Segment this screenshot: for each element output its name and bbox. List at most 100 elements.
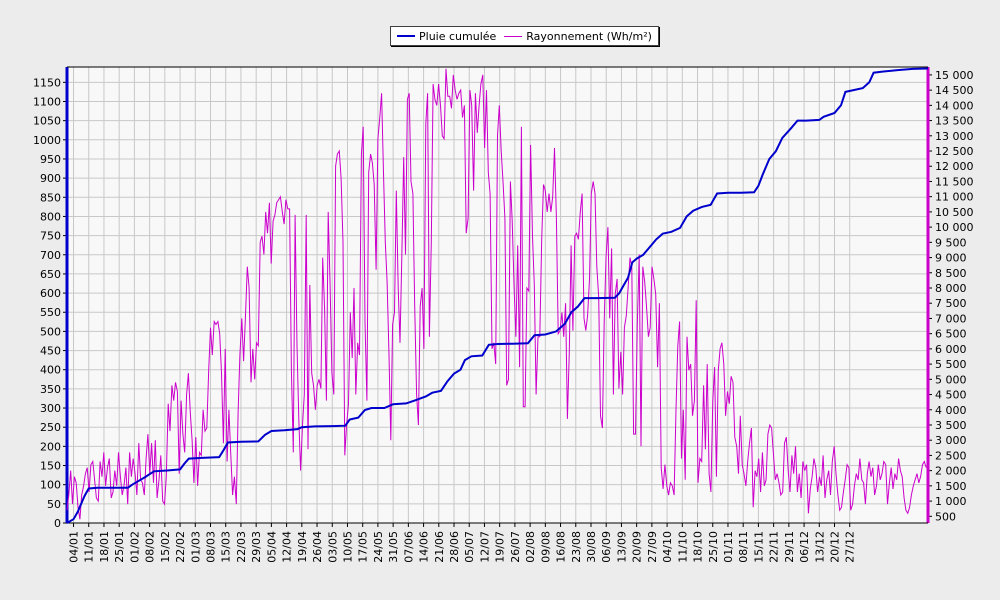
y-left-tick-label: 750 [40,230,61,243]
x-tick-label: 01/03 [189,531,202,563]
y-right-tick-label: 1 000 [935,495,967,508]
x-tick-label: 02/08 [524,531,537,563]
y-right-tick-label: 15 000 [935,69,974,82]
y-right-tick-label: 7 500 [935,297,967,310]
y-right-tick-label: 11 500 [935,175,974,188]
x-tick-label: 11/01 [83,531,96,563]
y-right-tick-label: 6 000 [935,343,967,356]
y-left-tick-label: 1150 [33,76,61,89]
x-tick-label: 07/06 [402,531,415,563]
y-right-tick-label: 4 000 [935,404,967,417]
y-left-tick-label: 350 [40,383,61,396]
x-tick-label: 21/06 [433,531,446,563]
y-right-tick-label: 14 000 [935,99,974,112]
y-right-tick-label: 5 500 [935,358,967,371]
x-tick-label: 18/01 [98,531,111,563]
x-tick-label: 15/03 [220,531,233,563]
y-right-tick-label: 2 500 [935,449,967,462]
x-tick-label: 05/07 [463,531,476,563]
x-tick-label: 29/11 [783,531,796,563]
y-right-tick-label: 3 500 [935,419,967,432]
y-left-tick-label: 850 [40,191,61,204]
x-tick-label: 15/11 [752,531,765,563]
x-tick-label: 08/11 [737,531,750,563]
y-right-tick-label: 2 000 [935,465,967,478]
x-tick-label: 26/04 [311,531,324,563]
y-right-tick-label: 9 500 [935,236,967,249]
x-tick-label: 06/12 [798,531,811,563]
y-left-tick-label: 800 [40,210,61,223]
y-left-tick-label: 500 [40,325,61,338]
y-right-tick-label: 12 000 [935,160,974,173]
x-tick-label: 20/09 [631,531,644,563]
x-tick-label: 01/11 [722,531,735,563]
x-tick-label: 13/12 [813,531,826,563]
x-tick-label: 19/07 [494,531,507,563]
x-tick-label: 15/02 [159,531,172,563]
x-tick-label: 31/05 [387,531,400,563]
y-left-tick-label: 250 [40,421,61,434]
x-tick-label: 26/07 [509,531,522,563]
legend-swatch-pluie [397,35,415,37]
x-tick-label: 04/01 [68,531,81,563]
legend: Pluie cumulée Rayonnement (Wh/m²) [390,26,659,46]
y-left-tick-label: 450 [40,345,61,358]
x-tick-label: 08/03 [205,531,218,563]
y-right-tick-label: 3 000 [935,434,967,447]
x-tick-label: 23/08 [570,531,583,563]
x-tick-label: 27/09 [646,531,659,563]
legend-item-rayonnement: Rayonnement (Wh/m²) [504,30,652,43]
x-tick-label: 22/11 [768,531,781,563]
y-right-tick-label: 11 000 [935,191,974,204]
y-left-tick-label: 950 [40,153,61,166]
y-right-tick-label: 12 500 [935,145,974,158]
y-right-tick-label: 6 500 [935,328,967,341]
y-right-tick-label: 8 000 [935,282,967,295]
x-tick-label: 14/06 [418,531,431,563]
legend-swatch-rayonnement [504,35,523,37]
y-left-tick-label: 1050 [33,115,61,128]
x-tick-label: 09/08 [539,531,552,563]
x-tick-label: 25/01 [113,531,126,563]
y-left-tick-label: 700 [40,249,61,262]
y-left-tick-label: 600 [40,287,61,300]
x-tick-label: 18/10 [692,531,705,563]
x-tick-label: 06/09 [600,531,613,563]
legend-label-rayonnement: Rayonnement (Wh/m²) [526,29,652,43]
x-tick-label: 12/04 [281,531,294,563]
x-tick-label: 25/10 [707,531,720,563]
x-tick-label: 12/07 [478,531,491,563]
x-tick-label: 22/02 [174,531,187,563]
series-rayonnement-line [66,68,927,520]
y-left-tick-label: 400 [40,364,61,377]
x-tick-label: 16/08 [555,531,568,563]
legend-label-pluie: Pluie cumulée [419,29,497,43]
y-right-tick-label: 8 500 [935,267,967,280]
y-left-tick-label: 300 [40,402,61,415]
y-left-tick-label: 1000 [33,134,61,147]
x-tick-label: 11/10 [676,531,689,563]
x-tick-label: 13/09 [615,531,628,563]
y-right-tick-label: 14 500 [935,84,974,97]
y-right-tick-label: 7 000 [935,312,967,325]
y-right-tick-label: 9 000 [935,252,967,265]
x-tick-label: 20/12 [829,531,842,563]
legend-item-pluie: Pluie cumulée [397,30,496,43]
y-left-tick-label: 0 [54,517,61,530]
y-right-tick-label: 13 500 [935,115,974,128]
y-left-tick-label: 550 [40,306,61,319]
x-tick-label: 17/05 [357,531,370,563]
y-left-tick-label: 150 [40,460,61,473]
x-tick-label: 01/02 [128,531,141,563]
x-tick-label: 05/04 [265,531,278,563]
x-tick-label: 24/05 [372,531,385,563]
y-right-tick-label: 13 000 [935,130,974,143]
x-tick-label: 22/03 [235,531,248,563]
x-tick-label: 08/02 [144,531,157,563]
y-right-tick-label: 500 [935,510,956,523]
y-right-tick-label: 10 000 [935,221,974,234]
x-tick-label: 04/10 [661,531,674,563]
x-tick-label: 29/03 [250,531,263,563]
y-right-tick-label: 4 500 [935,389,967,402]
